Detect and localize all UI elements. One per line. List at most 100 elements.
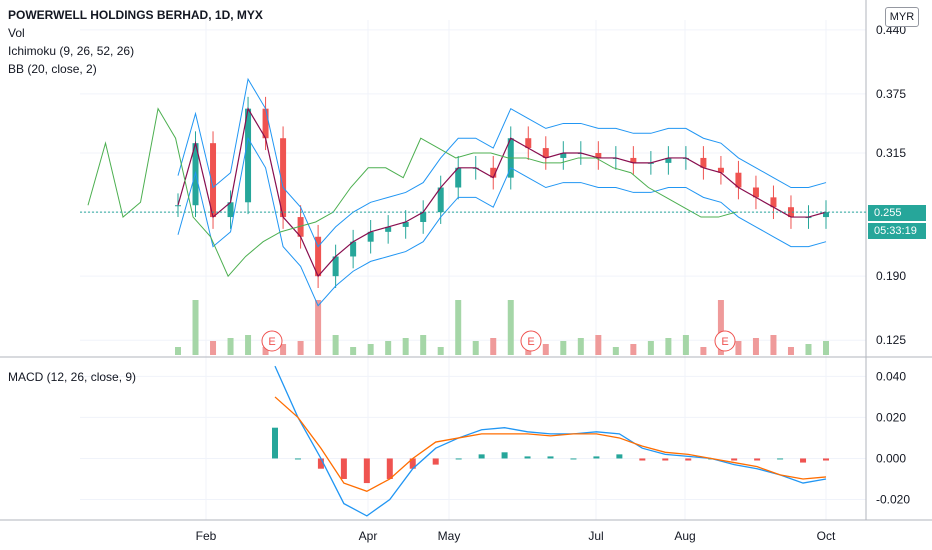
bb-lower-line (177, 136, 827, 307)
candle-body (752, 187, 759, 198)
volume-bar (647, 341, 654, 355)
volume-bar (402, 338, 409, 355)
macd-histogram-bar (754, 458, 761, 461)
candle-body (210, 143, 217, 218)
macd-histogram-bar (363, 458, 370, 484)
candle-body (700, 157, 707, 168)
volume-bar (367, 344, 374, 355)
bb-upper-line (177, 77, 827, 248)
time-tick-label: Jul (588, 529, 603, 543)
candle-body (332, 256, 339, 277)
macd-histogram-bar (639, 458, 646, 461)
volume-bar (280, 344, 287, 355)
candle-body (315, 236, 322, 277)
volume-bar (420, 335, 427, 355)
volume-bar (665, 338, 672, 355)
candle-body (770, 197, 777, 208)
ichimoku-lagging-line (87, 107, 737, 278)
time-tick-label: Feb (196, 529, 217, 543)
candle-body (245, 108, 252, 203)
macd-histogram-bar (317, 458, 324, 469)
macd-line (274, 365, 827, 517)
candle-body (542, 148, 549, 158)
signal-line (274, 396, 827, 492)
macd-histogram-bar (386, 458, 393, 479)
candle-body (455, 167, 462, 188)
volume-bar (682, 335, 689, 355)
volume-bar (245, 335, 252, 355)
volume-bar (332, 335, 339, 355)
volume-bar (490, 338, 497, 355)
volume-bar (612, 347, 619, 355)
last-price-tag: 0.255 (868, 205, 926, 221)
volume-bar (752, 338, 759, 355)
macd-histogram-bar (524, 456, 531, 459)
volume-bar (385, 341, 392, 355)
time-tick-label: Aug (674, 529, 695, 543)
chart-title: POWERWELL HOLDINGS BERHAD, 1D, MYX (8, 8, 263, 22)
volume-bar (175, 347, 181, 355)
volume-bar (805, 344, 812, 355)
volume-bar (770, 335, 777, 355)
earnings-marker (261, 330, 283, 352)
macd-histogram-bar (272, 427, 278, 459)
candle-body (525, 138, 532, 149)
volume-bar (630, 344, 637, 355)
candle-body (560, 153, 567, 158)
candle-body (735, 172, 742, 188)
candle-body (262, 108, 269, 139)
countdown-tag: 05:33:19 (868, 223, 926, 239)
candle-body (437, 187, 444, 213)
candle-body (717, 167, 724, 173)
volume-bar (595, 335, 602, 355)
earnings-marker-label: E (268, 336, 275, 348)
macd-histogram-bar (662, 458, 669, 461)
price-tick-label: 0.375 (876, 87, 906, 101)
volume-bar (560, 341, 567, 355)
macd-histogram-bar (294, 458, 301, 460)
candle-body (630, 157, 637, 163)
macd-tick-label: 0.000 (876, 451, 906, 465)
macd-histogram-bar (478, 454, 485, 459)
macd-histogram-bar (800, 458, 807, 463)
macd-histogram-bar (685, 458, 692, 461)
time-tick-label: Apr (359, 529, 378, 543)
time-tick-label: Oct (817, 529, 836, 543)
currency-badge[interactable]: MYR (885, 7, 919, 27)
volume-bar (823, 341, 829, 355)
volume-bar (542, 344, 549, 355)
candle-body (402, 221, 409, 227)
macd-histogram-bar (501, 452, 508, 459)
volume-bar (577, 338, 584, 355)
volume-bar (507, 300, 514, 355)
macd-tick-label: -0.020 (876, 492, 910, 506)
candle-body (595, 153, 602, 158)
macd-tick-label: 0.040 (876, 369, 906, 383)
macd-histogram-bar (455, 458, 462, 460)
price-tick-label: 0.190 (876, 269, 906, 283)
legend-ichimoku: Ichimoku (9, 26, 52, 26) (8, 44, 135, 58)
candle-body (787, 207, 794, 218)
price-tick-label: 0.125 (876, 333, 906, 347)
macd-tick-label: 0.020 (876, 410, 906, 424)
time-tick-label: May (438, 529, 461, 543)
candle-body (420, 212, 427, 222)
volume-bar (315, 300, 322, 355)
macd-legend: MACD (12, 26, close, 9) (8, 370, 137, 384)
macd-histogram-bar (823, 458, 829, 461)
candle-body (490, 167, 497, 178)
ichimoku-base-line (177, 106, 827, 278)
volume-bar (700, 347, 707, 355)
candle-body (823, 212, 829, 218)
legend: POWERWELL HOLDINGS BERHAD, 1D, MYX Vol I… (8, 6, 263, 78)
volume-bar (227, 338, 234, 355)
macd-histogram-bar (731, 458, 738, 461)
candle-body (350, 241, 357, 257)
candle-body (297, 217, 304, 237)
earnings-marker (520, 330, 542, 352)
candle-body (280, 138, 287, 218)
candle-body (227, 202, 234, 218)
earnings-marker-label: E (721, 336, 728, 348)
volume-bar (455, 300, 462, 355)
